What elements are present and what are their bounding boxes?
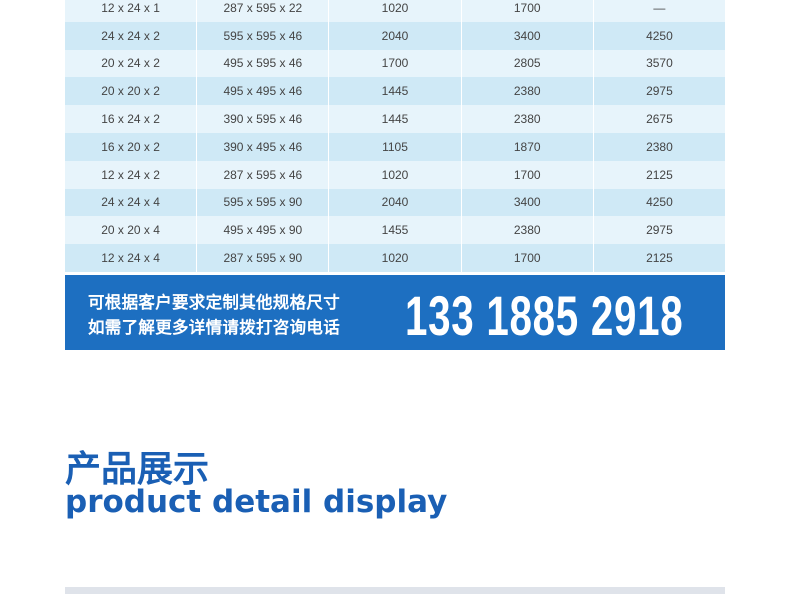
table-cell: 2380 (462, 105, 594, 133)
table-cell: 287 x 595 x 46 (197, 160, 330, 189)
table-cell: 12 x 24 x 1 (65, 0, 198, 22)
table-cell: 24 x 24 x 4 (65, 188, 198, 217)
section-subtitle: product detail display (65, 484, 448, 520)
table-cell: 24 x 24 x 2 (65, 21, 198, 50)
table-cell: 390 x 595 x 46 (197, 105, 330, 133)
table-cell: 1105 (329, 132, 462, 161)
banner-line: 可根据客户要求定制其他规格尺寸 (88, 293, 340, 312)
table-cell: 2675 (646, 112, 673, 127)
table-cell: 2975 (646, 84, 673, 99)
table-row: 12 x 24 x 1 287 x 595 x 22 1020 1700 — (65, 0, 725, 22)
table-cell: 2805 (462, 49, 594, 78)
table-cell: — (653, 0, 666, 15)
table-row: 24 x 24 x 2 595 x 595 x 46 2040 3400 4250 (65, 21, 725, 50)
table-cell: 2040 (329, 188, 462, 217)
table-row: 20 x 20 x 2 495 x 495 x 46 1445 2380 2975 (65, 77, 725, 106)
table-cell: 495 x 495 x 46 (197, 77, 330, 106)
table-cell: 20 x 20 x 2 (65, 77, 198, 106)
table-cell: 1700 (462, 0, 594, 22)
table-cell: 1445 (329, 77, 462, 106)
table-cell: 595 x 595 x 46 (197, 21, 330, 50)
table-cell: 16 x 20 x 2 (65, 132, 198, 161)
table-cell: 2380 (462, 77, 594, 106)
table-cell: 2125 (646, 167, 673, 182)
table-row: 24 x 24 x 4 595 x 595 x 90 2040 3400 4250 (65, 188, 725, 217)
table-cell: 1445 (329, 105, 462, 133)
table-cell: 12 x 24 x 4 (65, 244, 198, 272)
table-cell: 595 x 595 x 90 (197, 188, 330, 217)
table-cell: 16 x 24 x 2 (65, 105, 198, 133)
table-cell: 3400 (462, 188, 594, 217)
table-cell: 4250 (646, 195, 673, 210)
table-cell: 3570 (646, 56, 673, 71)
table-cell: 495 x 495 x 90 (197, 216, 330, 245)
table-cell: 4250 (646, 28, 673, 43)
table-cell: 2125 (646, 251, 673, 266)
image-top (65, 587, 725, 594)
table-cell: 1455 (329, 216, 462, 245)
table-cell: 495 x 595 x 46 (197, 49, 330, 78)
table-cell: 2380 (646, 139, 673, 154)
table-cell: 1700 (462, 244, 594, 272)
table-cell: 1700 (462, 160, 594, 189)
table-cell: 1020 (329, 244, 462, 272)
table-row: 12 x 24 x 4 287 x 595 x 90 1020 1700 2125 (65, 244, 725, 272)
table-cell: 1020 (329, 0, 462, 22)
table-cell: 2380 (462, 216, 594, 245)
table-cell: 2975 (646, 223, 673, 238)
spec-table: 12 x 24 x 1 287 x 595 x 22 1020 1700—24 x 2… (65, 0, 725, 272)
table-cell: 2040 (329, 21, 462, 50)
table-cell: 20 x 20 x 4 (65, 216, 198, 245)
banner-line: 如需了解更多详情请拨打咨询电话 (88, 318, 340, 337)
table-cell: 390 x 495 x 46 (197, 132, 330, 161)
table-cell: 1700 (329, 49, 462, 78)
table-cell: 287 x 595 x 90 (197, 244, 330, 272)
phone-number: 133 1885 2918 (405, 284, 684, 347)
table-cell: 1020 (329, 160, 462, 189)
section-title: 产品展示 (65, 449, 210, 490)
table-row: 20 x 20 x 4 495 x 495 x 90 1455 2380 2975 (65, 216, 725, 245)
table-cell: 12 x 24 x 2 (65, 160, 198, 189)
table-cell: 1870 (462, 132, 594, 161)
table-cell: 3400 (462, 21, 594, 50)
table-cell: 287 x 595 x 22 (197, 0, 330, 22)
table-row: 12 x 24 x 2 287 x 595 x 46 1020 1700 2125 (65, 160, 725, 189)
contact-banner: 可根据客户要求定制其他规格尺寸 如需了解更多详情请拨打咨询电话 133 1885… (65, 275, 725, 350)
table-cell: 20 x 24 x 2 (65, 49, 198, 78)
table-row: 20 x 24 x 2 495 x 595 x 46 1700 2805 3570 (65, 49, 725, 78)
table-row: 16 x 20 x 2 390 x 495 x 46 1105 1870 2380 (65, 132, 725, 161)
table-row: 16 x 24 x 2 390 x 595 x 46 1445 2380 2675 (65, 105, 725, 133)
